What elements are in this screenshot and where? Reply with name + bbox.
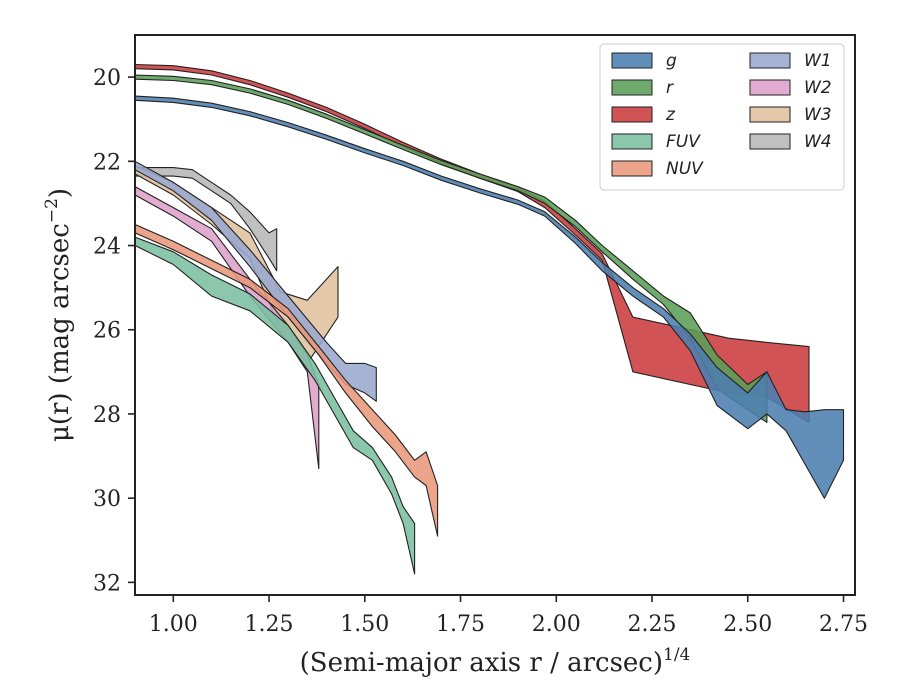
legend-label-g: g	[666, 51, 677, 71]
legend-label-w4: W4	[804, 132, 832, 152]
y-axis-title-main: μ(r) (mag arcsec	[45, 223, 75, 442]
x-tick-label: 2.75	[819, 612, 868, 637]
legend-swatch-nuv	[611, 160, 653, 177]
y-tick-label: 32	[93, 571, 121, 596]
y-tick-label: 30	[93, 487, 121, 512]
legend-swatch-w3	[749, 106, 791, 123]
x-axis-title-superscript: 1/4	[663, 645, 690, 665]
band-series-nuv	[134, 223, 439, 537]
legend-swatch-g	[611, 52, 653, 69]
x-tick-label: 1.00	[149, 612, 198, 637]
legend-swatch-r	[611, 79, 653, 96]
x-tick-label: 1.75	[436, 612, 485, 637]
y-tick-label: 26	[93, 319, 121, 344]
band-series-w4	[134, 167, 278, 272]
x-tick-label: 2.25	[628, 612, 677, 637]
legend-swatch-w1	[749, 52, 791, 69]
legend: grz FUV NUV W1 W2 W3 W4	[599, 43, 845, 191]
plot-frame	[134, 34, 856, 596]
legend-label-fuv: FUV	[666, 132, 701, 152]
band-series-r	[134, 74, 768, 423]
legend-swatch-fuv	[611, 133, 653, 150]
legend-label-w2: W2	[804, 78, 832, 98]
x-tick-label: 1.50	[340, 612, 389, 637]
y-tick-label: 24	[93, 235, 121, 260]
x-axis-title: (Semi-major axis r / arcsec)1/4	[300, 645, 691, 678]
legend-label-w1: W1	[804, 51, 832, 71]
y-axis-title: μ(r) (mag arcsec−2)	[42, 188, 75, 442]
x-axis-title-main: (Semi-major axis r / arcsec)	[300, 648, 663, 678]
legend-label-nuv: NUV	[666, 159, 704, 179]
y-tick-label: 20	[93, 66, 121, 91]
y-axis-title-suffix: )	[45, 188, 75, 198]
x-tick-label: 1.25	[245, 612, 294, 637]
x-tick-label: 2.00	[532, 612, 581, 637]
legend-label-w3: W3	[804, 105, 832, 125]
y-tick-label: 22	[93, 150, 121, 175]
legend-swatch-w2	[749, 79, 791, 96]
legend-label-z: z	[665, 105, 676, 125]
band-series-w1	[134, 160, 377, 402]
y-tick-label: 28	[93, 403, 121, 428]
band-series-group	[134, 63, 845, 575]
legend-label-r: r	[666, 78, 674, 98]
y-axis-title-superscript: −2	[42, 198, 62, 223]
band-series-g	[134, 95, 845, 499]
legend-swatch-w4	[749, 133, 791, 150]
legend-swatch-z	[611, 106, 653, 123]
band-series-fuv	[134, 236, 416, 575]
x-tick-label: 2.50	[723, 612, 772, 637]
axis-ticks-group: 1.00 1.25 1.50 1.75 2.00 2.25 2.50 2.75 20 22 24 26…	[93, 66, 868, 637]
